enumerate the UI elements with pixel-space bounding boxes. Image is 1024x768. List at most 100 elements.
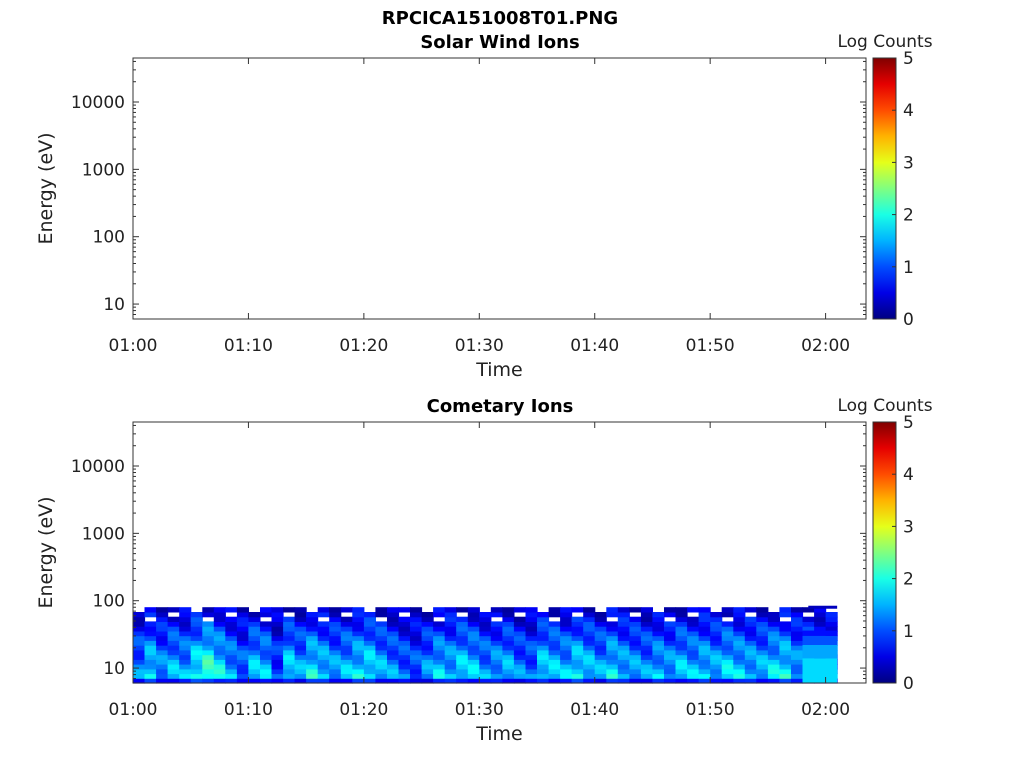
heatmap-cell xyxy=(537,640,550,646)
heatmap-cell xyxy=(317,612,330,618)
heatmap-cell xyxy=(502,654,515,660)
heatmap-cell xyxy=(467,645,480,651)
heatmap-cell xyxy=(375,621,388,627)
heatmap-cell xyxy=(329,668,342,675)
heatmap-cell xyxy=(410,673,423,679)
heatmap-cell xyxy=(271,649,284,656)
heatmap-cell xyxy=(317,649,330,656)
heatmap-cell xyxy=(433,678,446,684)
heatmap-cell xyxy=(271,621,284,627)
heatmap-cell xyxy=(167,659,180,665)
heatmap-cell xyxy=(352,612,365,618)
heatmap-cell xyxy=(629,645,642,651)
heatmap-cell xyxy=(179,640,192,646)
heatmap-cell xyxy=(167,649,180,656)
heatmap-cell xyxy=(721,607,734,613)
heatmap-cell xyxy=(213,630,226,637)
heatmap-cell xyxy=(156,612,169,618)
heatmap-cell xyxy=(190,668,203,675)
heatmap-cell xyxy=(294,664,307,670)
heatmap-cell xyxy=(398,635,411,641)
heatmap-cell xyxy=(664,673,677,679)
heatmap-cell xyxy=(213,616,226,622)
heatmap-cell xyxy=(260,630,273,637)
x-tick-label: 01:50 xyxy=(686,336,735,356)
heatmap-cell xyxy=(617,607,630,613)
heatmap-cell xyxy=(629,640,642,646)
heatmap-cell xyxy=(756,668,769,675)
heatmap-cell xyxy=(248,649,261,656)
heatmap-cell xyxy=(410,654,423,660)
heatmap-cell xyxy=(213,659,226,665)
heatmap-cell xyxy=(294,649,307,656)
heatmap-cell xyxy=(629,654,642,660)
heatmap-cell xyxy=(606,649,619,656)
heatmap-cell xyxy=(617,621,630,627)
heatmap-cell xyxy=(698,649,711,656)
heatmap-cell xyxy=(433,649,446,656)
heatmap-cell xyxy=(733,649,746,656)
x-axis: 01:00 01:10 01:20 01:30 01:40 01:50 02:00 xyxy=(109,422,850,720)
heatmap-cell xyxy=(133,621,146,627)
heatmap-cell xyxy=(756,626,769,632)
heatmap-cell xyxy=(283,649,296,656)
heatmap-cell xyxy=(560,673,573,679)
heatmap-cell xyxy=(375,664,388,670)
heatmap-cell xyxy=(260,649,273,656)
heatmap-cell xyxy=(664,664,677,670)
heatmap-cell xyxy=(513,678,526,684)
heatmap-cell xyxy=(733,664,746,670)
heatmap-cell xyxy=(179,659,192,665)
heatmap-cell xyxy=(814,612,827,618)
heatmap-cell xyxy=(410,649,423,656)
heatmap-cell xyxy=(525,621,538,627)
heatmap-cell xyxy=(767,654,780,660)
heatmap-cell xyxy=(479,659,492,665)
heatmap-cell xyxy=(433,635,446,641)
heatmap-cell xyxy=(260,654,273,660)
y-axis-label: Energy (eV) xyxy=(35,132,57,244)
heatmap-cell xyxy=(502,678,515,684)
x-tick-label: 01:10 xyxy=(224,700,273,720)
heatmap-cell xyxy=(133,678,146,684)
heatmap-cell xyxy=(294,678,307,684)
heatmap-cell xyxy=(513,645,526,651)
heatmap-cell xyxy=(548,645,561,651)
heatmap-cell xyxy=(779,645,792,651)
heatmap-cell xyxy=(421,649,434,656)
heatmap-cell xyxy=(525,630,538,637)
heatmap-cell xyxy=(548,668,561,675)
heatmap-cell xyxy=(340,664,353,670)
heatmap-cell xyxy=(375,654,388,660)
heatmap-cell xyxy=(398,678,411,684)
heatmap-cell xyxy=(156,616,169,622)
heatmap-cell xyxy=(744,678,757,684)
heatmap-cell xyxy=(571,664,584,670)
heatmap-cell xyxy=(236,659,249,665)
heatmap-cell xyxy=(167,654,180,660)
x-axis: 01:00 01:10 01:20 01:30 01:40 01:50 02:00 xyxy=(109,58,850,356)
heatmap-cell xyxy=(675,607,688,613)
heatmap-cell xyxy=(410,635,423,641)
heatmap-cell xyxy=(456,664,469,670)
heatmap-cell xyxy=(133,649,146,656)
heatmap-cell xyxy=(808,605,838,609)
heatmap-cell xyxy=(190,640,203,646)
heatmap-cell xyxy=(329,640,342,646)
heatmap-cell xyxy=(236,673,249,679)
heatmap-cell xyxy=(294,645,307,651)
heatmap-cell xyxy=(398,607,411,613)
heatmap-cell xyxy=(444,616,457,622)
heatmap-cell xyxy=(594,649,607,656)
y-tick-label: 1000 xyxy=(82,524,125,544)
heatmap-cell xyxy=(675,678,688,684)
heatmap-cell xyxy=(260,673,273,679)
heatmap-cell xyxy=(802,616,815,622)
heatmap-cell xyxy=(294,659,307,665)
heatmap-cell xyxy=(329,678,342,684)
heatmap-cell xyxy=(306,630,319,637)
heatmap-cell xyxy=(640,621,653,627)
heatmap-cell xyxy=(767,645,780,651)
heatmap-cell xyxy=(456,659,469,665)
heatmap-cell xyxy=(190,673,203,679)
